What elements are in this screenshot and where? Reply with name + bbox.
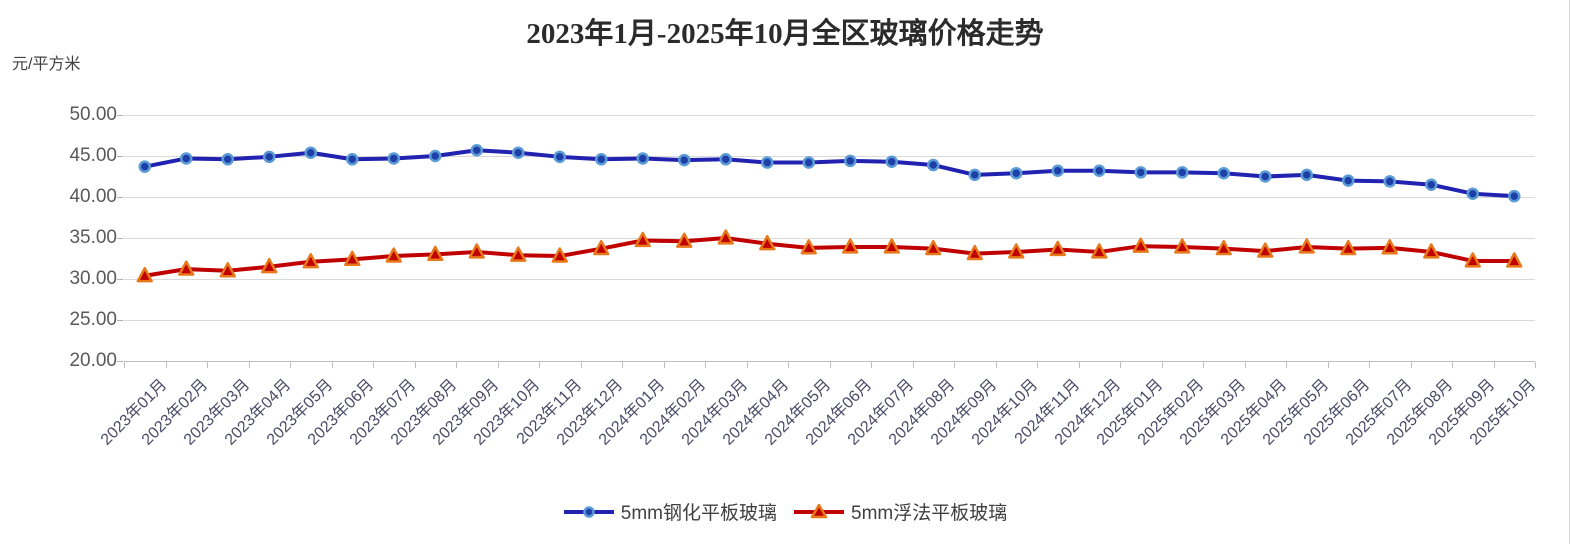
y-axis-tick-mark <box>117 361 123 362</box>
x-axis-tick-mark <box>165 362 167 368</box>
legend-entry[interactable]: 5mm钢化平板玻璃 <box>563 498 777 525</box>
x-axis-tick-mark <box>1410 362 1412 368</box>
gridline <box>124 156 1535 157</box>
legend-circle-icon <box>563 504 615 520</box>
x-axis-tick-mark <box>456 362 457 368</box>
chart-title: 2023年1月-2025年10月全区玻璃价格走势 <box>526 18 1044 50</box>
x-axis-tick-mark <box>1203 362 1204 368</box>
x-axis-tick-mark <box>1535 362 1536 368</box>
x-axis-tick-mark <box>1244 362 1246 368</box>
x-axis-tick-mark <box>373 362 374 368</box>
legend-label: 5mm钢化平板玻璃 <box>620 503 777 524</box>
x-axis-tick-mark <box>580 362 582 368</box>
legend-label: 5mm浮法平板玻璃 <box>851 503 1008 524</box>
y-axis-tick-mark <box>117 115 123 116</box>
x-axis-line <box>124 361 1535 362</box>
y-axis-tick-mark <box>117 238 123 239</box>
y-axis-tick-label: 25.00 <box>69 309 117 330</box>
y-axis-tick-mark <box>117 197 123 198</box>
x-axis-tick-mark <box>1452 362 1453 368</box>
chart-legend: 5mm钢化平板玻璃 5mm浮法平板玻璃 <box>0 498 1569 525</box>
x-axis-tick-mark <box>497 362 499 368</box>
x-axis-tick-mark <box>829 362 831 368</box>
x-axis-tick-mark <box>912 362 914 368</box>
x-axis-tick-mark <box>1161 362 1163 368</box>
gridline <box>124 320 1535 321</box>
x-axis-tick-mark <box>1493 362 1495 368</box>
x-axis-tick-mark <box>954 362 955 368</box>
x-axis-tick-mark <box>1369 362 1370 368</box>
x-axis-tick-mark <box>995 362 997 368</box>
y-axis-tick-label: 40.00 <box>69 186 117 207</box>
x-axis-tick-mark <box>788 362 789 368</box>
y-axis-tick-label: 30.00 <box>69 268 117 289</box>
x-axis-tick-mark <box>622 362 623 368</box>
x-axis-tick-mark <box>414 362 416 368</box>
gridline <box>124 238 1535 239</box>
y-axis-tick-mark <box>117 279 123 280</box>
y-axis-tick-label: 50.00 <box>69 104 117 125</box>
x-axis-tick-mark <box>539 362 540 368</box>
x-axis-tick-mark <box>746 362 748 368</box>
y-axis-tick-mark <box>117 320 123 321</box>
x-axis-tick-mark <box>290 362 291 368</box>
x-axis-tick-mark <box>1327 362 1329 368</box>
y-axis-unit-label: 元/平方米 <box>12 56 81 73</box>
y-axis-tick-label: 35.00 <box>69 227 117 248</box>
x-axis-tick-mark <box>1120 362 1121 368</box>
x-axis-tick-mark <box>871 362 872 368</box>
x-axis-tick-mark <box>248 362 250 368</box>
x-axis-tick-mark <box>207 362 208 368</box>
y-axis-tick-mark <box>117 156 123 157</box>
x-axis-tick-mark <box>1037 362 1038 368</box>
plot-area <box>124 115 1535 362</box>
gridline <box>124 115 1535 116</box>
x-axis-tick-mark <box>1286 362 1287 368</box>
y-axis-tick-label: 45.00 <box>69 145 117 166</box>
x-axis-tick-mark <box>705 362 706 368</box>
gridline <box>124 197 1535 198</box>
gridline <box>124 279 1535 280</box>
x-axis-tick-mark <box>124 362 125 368</box>
legend-entry[interactable]: 5mm浮法平板玻璃 <box>793 498 1007 525</box>
x-axis-tick-mark <box>663 362 665 368</box>
x-axis-tick-mark <box>1078 362 1080 368</box>
y-axis-tick-label: 20.00 <box>69 350 117 371</box>
x-axis-tick-mark <box>331 362 333 368</box>
legend-triangle-icon <box>793 503 845 520</box>
